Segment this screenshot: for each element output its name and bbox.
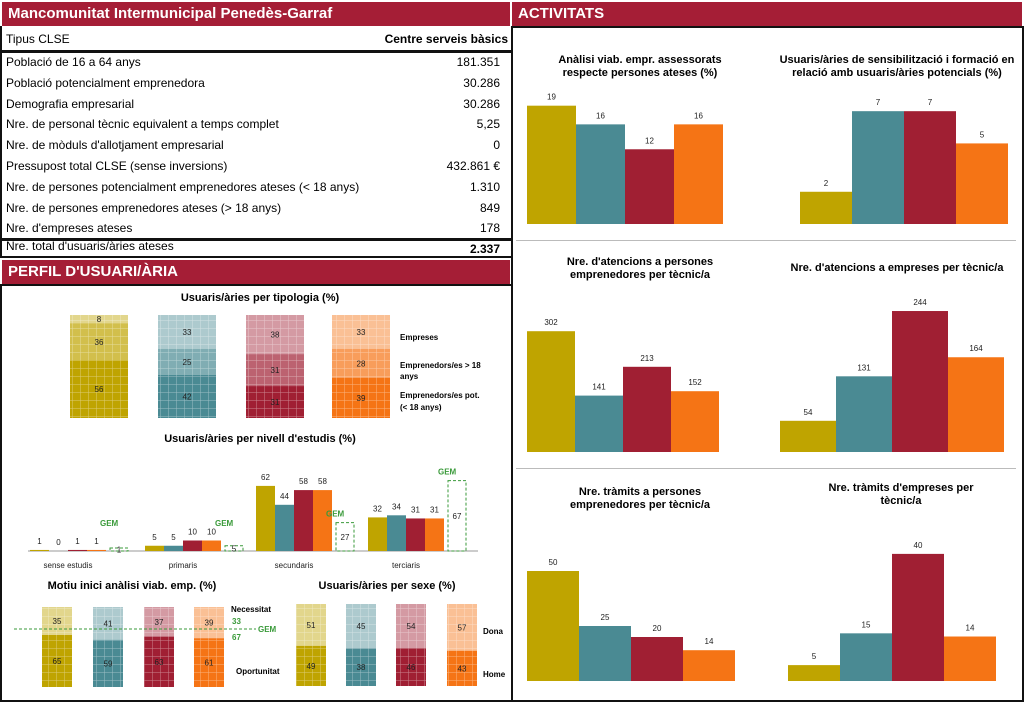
- stat-row: Demografia empresarial 30.286: [2, 94, 512, 115]
- chart-title: Usuaris/àries de sensibilització i forma…: [779, 54, 1015, 79]
- stat-value: 181.351: [456, 55, 500, 69]
- divider: [2, 238, 512, 241]
- stat-row: Nre. de personal tècnic equivalent a tem…: [2, 114, 512, 135]
- total-value: 2.337: [469, 242, 500, 256]
- stat-label: Població potencialment emprenedora: [6, 75, 205, 90]
- stat-row: Nre. de persones emprenedores ateses (> …: [2, 198, 512, 219]
- divider: [2, 50, 512, 53]
- total-label: Nre. total d'usuaris/àries ateses: [6, 239, 174, 253]
- chart-title: Usuaris/àries per nivell d'estudis (%): [164, 433, 356, 445]
- stat-label: Pressupost total CLSE (sense inversions): [6, 159, 228, 173]
- stat-value: 1.310: [469, 179, 500, 194]
- stat-value: 30.286: [463, 75, 500, 90]
- stat-label: Nre. de mòduls d'allotjament empresarial: [6, 138, 224, 153]
- stat-label: Demografia empresarial: [6, 96, 135, 111]
- stat-row: Nre. de mòduls d'allotjament empresarial…: [2, 135, 512, 156]
- activitats-panel: [511, 26, 1024, 702]
- tipus-label: Tipus CLSE: [6, 32, 70, 46]
- chart-title: Nre. d'atencions a persones emprenedores…: [566, 256, 714, 281]
- stat-row: Nre. d'empreses ateses 178: [2, 218, 512, 239]
- divider: [516, 468, 1016, 469]
- perfil-title: PERFIL D'USUARI/ÀRIA: [2, 260, 510, 284]
- stat-label: Població de 16 a 64 anys: [6, 55, 141, 69]
- chart-title: Nre. d'atencions a empreses per tècnic/a: [790, 262, 1004, 274]
- chart-title: Motiu inici anàlisi viab. emp. (%): [47, 580, 217, 592]
- stat-label: Nre. d'empreses ateses: [6, 221, 133, 236]
- stat-label: Nre. de persones potencialment emprenedo…: [6, 179, 360, 194]
- stat-row: Població potencialment emprenedora 30.286: [2, 73, 512, 94]
- total-row: Nre. total d'usuaris/àries ateses 2.337: [2, 239, 512, 260]
- stat-row: Pressupost total CLSE (sense inversions)…: [2, 156, 512, 177]
- activitats-title: ACTIVITATS: [512, 2, 1022, 26]
- chart-title: Usuaris/àries per sexe (%): [318, 580, 456, 592]
- stat-label: Nre. de personal tècnic equivalent a tem…: [6, 117, 279, 132]
- chart-title: Usuaris/àries per tipologia (%): [180, 292, 340, 304]
- stat-value: 178: [479, 221, 500, 236]
- perfil-panel: [0, 284, 513, 702]
- stat-row: Població de 16 a 64 anys 181.351: [2, 52, 512, 73]
- org-title: Mancomunitat Intermunicipal Penedès-Garr…: [2, 2, 510, 26]
- chart-title: Anàlisi viab. empr. assessorats respecte…: [558, 54, 722, 79]
- stat-value: 432.861 €: [446, 159, 500, 173]
- stat-row: Nre. de persones potencialment emprenedo…: [2, 177, 512, 198]
- stat-value: 30.286: [463, 96, 500, 111]
- stat-value: 0: [493, 138, 500, 153]
- tipus-value: Centre serveis bàsics: [384, 32, 508, 46]
- stat-value: 849: [479, 200, 500, 215]
- chart-title: Nre. tràmits a persones emprenedores per…: [569, 486, 710, 511]
- divider: [516, 240, 1016, 241]
- stat-label: Nre. de persones emprenedores ateses (> …: [6, 200, 282, 215]
- tipus-row: Tipus CLSE Centre serveis bàsics: [2, 29, 512, 50]
- stat-value: 5,25: [476, 117, 500, 132]
- chart-title: Nre. tràmits d'empreses per tècnic/a: [828, 482, 974, 507]
